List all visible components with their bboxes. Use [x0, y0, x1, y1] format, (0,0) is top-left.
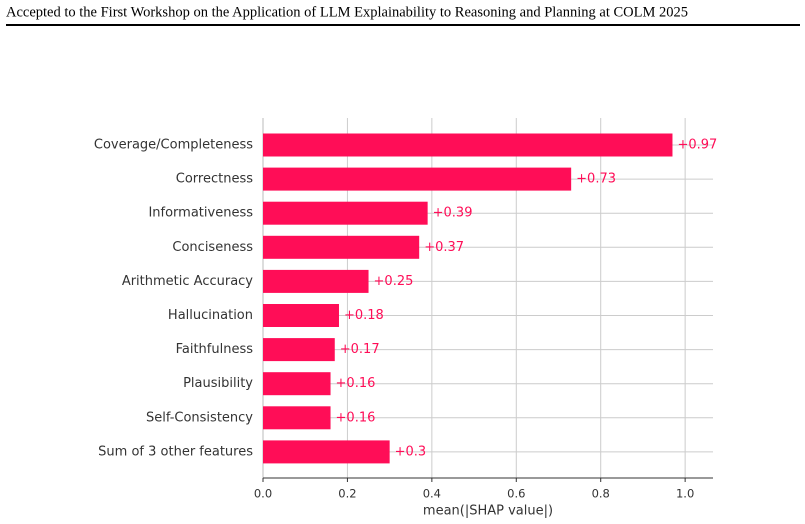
value-label: +0.3	[395, 444, 427, 459]
x-tick-label: 1.0	[676, 487, 694, 501]
bar	[263, 440, 390, 464]
y-tick-label: Hallucination	[168, 308, 253, 323]
bar	[263, 167, 572, 191]
y-tick-label: Self-Consistency	[146, 410, 253, 425]
x-tick-label: 0.4	[423, 487, 441, 501]
value-label: +0.39	[433, 206, 473, 221]
x-tick-label: 0.0	[254, 487, 272, 501]
y-tick-label: Conciseness	[172, 240, 253, 255]
y-tick-label: Arithmetic Accuracy	[122, 274, 253, 289]
bar	[263, 201, 428, 225]
bar	[263, 372, 331, 396]
x-tick-label: 0.6	[507, 487, 525, 501]
bar	[263, 406, 331, 430]
value-label: +0.16	[336, 410, 376, 425]
x-tick-label: 0.8	[592, 487, 610, 501]
value-label: +0.18	[344, 308, 384, 323]
value-label: +0.17	[340, 342, 380, 357]
value-label: +0.73	[576, 172, 616, 187]
value-label: +0.25	[374, 274, 414, 289]
y-tick-label: Coverage/Completeness	[94, 138, 253, 153]
y-tick-label: Plausibility	[183, 376, 253, 391]
chart: 0.0 0.2 0.4 0.6 0.8 1.0 mean(|SHAP value|) Cove…	[94, 118, 717, 519]
bar	[263, 338, 335, 362]
value-label: +0.16	[336, 376, 376, 391]
y-tick-label: Correctness	[176, 172, 253, 187]
x-tick-label: 0.2	[338, 487, 356, 501]
y-tick-label: Sum of 3 other features	[98, 444, 253, 459]
bar	[263, 133, 673, 157]
y-tick-label: Faithfulness	[176, 342, 254, 357]
value-label: +0.97	[677, 138, 717, 153]
bar	[263, 269, 369, 293]
y-tick-label: Informativeness	[148, 206, 253, 221]
x-axis-label: mean(|SHAP value|)	[423, 504, 553, 519]
bar	[263, 304, 339, 327]
bar	[263, 235, 420, 259]
running-header: Accepted to the First Workshop on the Ap…	[6, 4, 688, 20]
value-label: +0.37	[424, 240, 464, 255]
